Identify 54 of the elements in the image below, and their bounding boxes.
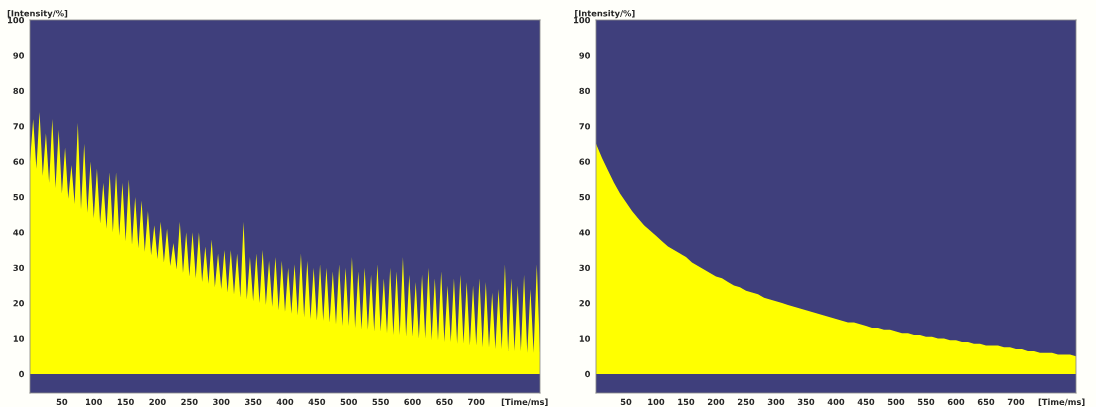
x-tick-label: 350 — [797, 398, 815, 406]
x-tick-label: 250 — [737, 398, 755, 406]
y-tick-label: 0 — [585, 370, 591, 378]
x-tick-label: 100 — [648, 398, 665, 406]
x-tick-label: 250 — [181, 398, 198, 406]
y-axis-title: [Intensity/%] — [575, 10, 635, 19]
y-tick-label: 70 — [13, 123, 25, 130]
y-tick-label: 0 — [19, 370, 25, 378]
x-tick-label: 150 — [678, 398, 695, 406]
x-tick-label: 50 — [620, 398, 632, 406]
x-tick-label: 200 — [149, 398, 166, 406]
x-tick-label: 300 — [767, 398, 785, 406]
x-tick-label: 600 — [404, 398, 421, 406]
x-tick-label: 550 — [372, 398, 389, 406]
x-tick-label: 450 — [857, 398, 875, 406]
x-tick-label: 650 — [977, 398, 995, 406]
y-tick-label: 20 — [579, 300, 591, 307]
x-tick-label: 700 — [1007, 398, 1025, 406]
y-tick-label: 30 — [579, 264, 591, 272]
y-tick-label: 70 — [579, 123, 591, 130]
y-tick-label: 90 — [579, 52, 591, 59]
x-tick-label: 300 — [213, 398, 230, 406]
x-tick-label: 550 — [917, 398, 935, 406]
x-tick-label: 500 — [340, 398, 358, 406]
x-tick-label: 400 — [276, 398, 294, 406]
y-tick-label: 40 — [579, 229, 591, 236]
y-tick-label: 50 — [579, 193, 591, 201]
x-axis-title: [Time/ms] — [501, 398, 548, 407]
x-tick-label: 400 — [827, 398, 845, 406]
y-tick-label: 80 — [579, 87, 591, 95]
x-tick-label: 100 — [85, 398, 103, 406]
x-tick-label: 150 — [117, 398, 134, 406]
x-axis-title: [Time/ms] — [1038, 398, 1085, 407]
y-tick-label: 20 — [13, 300, 25, 307]
y-tick-label: 80 — [13, 87, 25, 95]
x-tick-label: 700 — [468, 398, 485, 406]
y-tick-label: 50 — [13, 193, 25, 201]
x-tick-label: 600 — [947, 398, 965, 406]
y-tick-label: 100 — [7, 16, 25, 24]
x-tick-label: 500 — [887, 398, 905, 406]
x-tick-label: 450 — [308, 398, 326, 406]
y-tick-label: 40 — [13, 229, 25, 236]
y-tick-label: 100 — [573, 16, 591, 24]
y-tick-label: 30 — [13, 264, 25, 272]
y-axis-title: [Intensity/%] — [7, 10, 68, 19]
y-tick-label: 60 — [579, 158, 591, 165]
x-tick-label: 350 — [244, 398, 262, 406]
y-tick-label: 10 — [579, 335, 591, 342]
y-tick-label: 90 — [13, 52, 25, 59]
x-tick-label: 200 — [707, 398, 725, 406]
x-tick-label: 650 — [436, 398, 453, 406]
y-tick-label: 10 — [13, 335, 25, 342]
y-tick-label: 60 — [13, 158, 25, 165]
x-tick-label: 50 — [56, 398, 68, 406]
